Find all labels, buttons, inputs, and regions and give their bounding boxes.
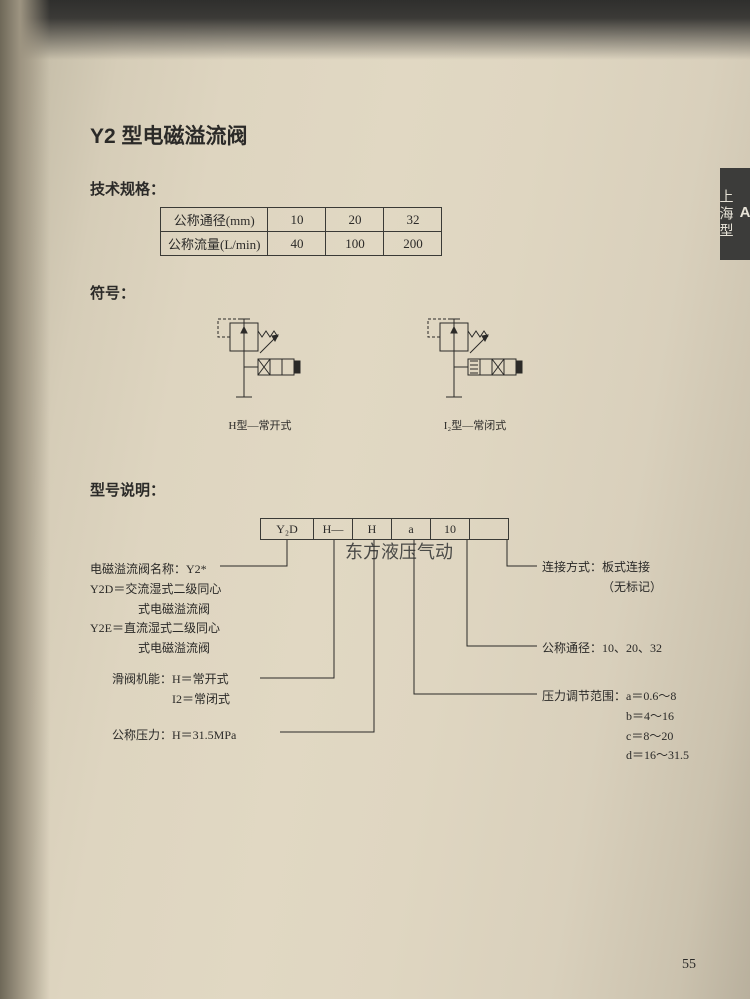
desc-diameter: 公称通径：10、20、32 <box>542 639 662 659</box>
desc-valve-name: 电磁溢流阀名称：Y2* Y2D＝交流湿式二级同心 式电磁溢流阀 Y2E＝直流湿式… <box>90 560 221 659</box>
side-tab: A 上海型 <box>720 168 750 260</box>
desc-line: Y2E＝直流湿式二级同心 <box>90 619 221 639</box>
spec-cell: 10 <box>268 208 326 232</box>
desc-line: 式电磁溢流阀 <box>90 600 221 620</box>
page: A 上海型 Y2 型电磁溢流阀 技术规格： 公称通径(mm) 10 20 32 … <box>0 0 750 999</box>
table-row: 公称通径(mm) 10 20 32 <box>161 208 442 232</box>
spec-cell: 20 <box>326 208 384 232</box>
side-tab-text: 上海型 <box>717 189 737 240</box>
desc-line: c＝8～20 <box>542 727 689 747</box>
desc-line: （无标记） <box>542 578 662 598</box>
desc-line: 滑阀机能：H＝常开式 <box>112 670 230 690</box>
spec-row-label: 公称流量(L/min) <box>161 232 268 256</box>
desc-line: 电磁溢流阀名称：Y2* <box>90 560 221 580</box>
desc-connection: 连接方式：板式连接 （无标记） <box>542 558 662 598</box>
desc-line: 连接方式：板式连接 <box>542 558 662 578</box>
desc-line: I2＝常闭式 <box>112 690 230 710</box>
desc-nominal-pressure: 公称压力：H＝31.5MPa <box>112 726 236 746</box>
page-title: Y2 型电磁溢流阀 <box>90 120 710 150</box>
spec-cell: 200 <box>384 232 442 256</box>
desc-slide-function: 滑阀机能：H＝常开式 I2＝常闭式 <box>112 670 230 710</box>
spec-table: 公称通径(mm) 10 20 32 公称流量(L/min) 40 100 200 <box>160 207 442 256</box>
desc-line: b＝4～16 <box>542 707 689 727</box>
section-spec-label: 技术规格： <box>90 178 710 199</box>
desc-line: 式电磁溢流阀 <box>90 639 221 659</box>
model-code-diagram: Y₂D H— H a 10 <box>90 508 710 808</box>
symbol-i2-type: I₂型—常闭式 <box>410 311 540 433</box>
side-tab-letter: A <box>737 204 750 224</box>
symbol-caption: I₂型—常闭式 <box>444 417 507 433</box>
desc-line: Y2D＝交流湿式二级同心 <box>90 580 221 600</box>
desc-line: 压力调节范围：a＝0.6～8 <box>542 687 689 707</box>
symbol-row: H型—常开式 <box>200 311 710 433</box>
content-area: Y2 型电磁溢流阀 技术规格： 公称通径(mm) 10 20 32 公称流量(L… <box>90 120 710 979</box>
desc-line: d＝16～31.5 <box>542 746 689 766</box>
relief-valve-symbol-icon <box>200 311 320 411</box>
section-model-label: 型号说明： <box>90 479 710 500</box>
relief-valve-symbol-icon <box>410 311 540 411</box>
spec-cell: 40 <box>268 232 326 256</box>
page-number: 55 <box>682 957 696 973</box>
symbol-caption: H型—常开式 <box>229 417 292 433</box>
section-symbol-label: 符号： <box>90 282 710 303</box>
desc-pressure-range: 压力调节范围：a＝0.6～8 b＝4～16 c＝8～20 d＝16～31.5 <box>542 687 689 766</box>
spec-row-label: 公称通径(mm) <box>161 208 268 232</box>
desc-line: 公称通径：10、20、32 <box>542 639 662 659</box>
spec-cell: 32 <box>384 208 442 232</box>
table-row: 公称流量(L/min) 40 100 200 <box>161 232 442 256</box>
desc-line: 公称压力：H＝31.5MPa <box>112 726 236 746</box>
spec-cell: 100 <box>326 232 384 256</box>
symbol-h-type: H型—常开式 <box>200 311 320 433</box>
